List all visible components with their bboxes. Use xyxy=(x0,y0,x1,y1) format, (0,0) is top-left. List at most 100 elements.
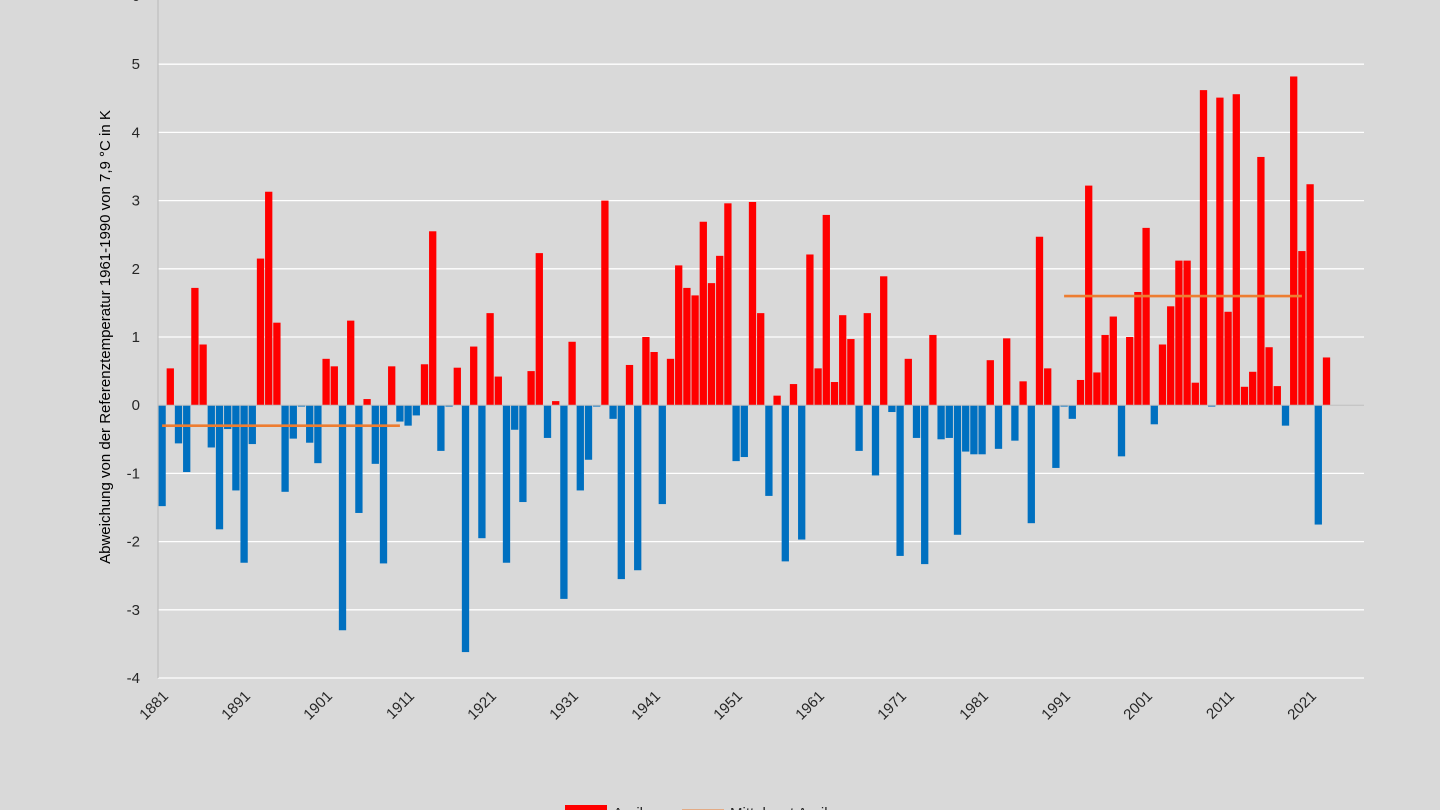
x-tick-label: 1961 xyxy=(792,688,828,724)
bar xyxy=(183,405,191,473)
bar xyxy=(675,265,683,406)
bar xyxy=(355,405,363,513)
bar xyxy=(552,401,560,406)
bar xyxy=(1109,316,1117,406)
bar xyxy=(732,405,740,462)
bar xyxy=(1290,76,1298,406)
bar xyxy=(338,405,347,631)
x-tick-label: 1991 xyxy=(1038,688,1074,724)
bar xyxy=(461,405,470,653)
x-axis: 1881 1891 1901 1911 1921 1931 1941 1951 1961 1971… xyxy=(136,688,1320,724)
bar xyxy=(1273,386,1281,406)
bar xyxy=(839,315,847,406)
bar xyxy=(363,399,371,406)
x-tick-label: 1911 xyxy=(383,688,418,723)
x-tick-label: 1891 xyxy=(218,688,254,724)
bar xyxy=(1175,260,1183,406)
bar xyxy=(707,283,716,406)
bar xyxy=(683,287,691,406)
bar xyxy=(724,203,732,406)
bar xyxy=(371,405,379,464)
bar xyxy=(1117,405,1126,457)
bar xyxy=(789,384,798,406)
y-tick-label: 3 xyxy=(132,193,140,210)
bar xyxy=(158,405,166,507)
bar xyxy=(1183,260,1191,406)
bar xyxy=(757,313,765,406)
bar xyxy=(830,382,839,406)
bar xyxy=(625,364,634,406)
bar xyxy=(404,405,412,426)
bar xyxy=(1076,379,1085,406)
bar xyxy=(822,214,830,406)
bar xyxy=(568,341,576,406)
legend: April Mittelwert April xyxy=(565,805,828,810)
bar xyxy=(798,405,806,540)
bar xyxy=(215,405,224,530)
bar xyxy=(494,376,502,406)
bar xyxy=(1134,291,1142,406)
bar xyxy=(691,295,699,406)
bar xyxy=(1249,371,1257,406)
bar xyxy=(1035,236,1044,406)
y-tick-label: 5 xyxy=(132,56,140,73)
bar xyxy=(847,339,855,406)
bar xyxy=(535,253,543,406)
bar xyxy=(921,405,929,565)
bar xyxy=(543,405,552,438)
bar xyxy=(576,405,584,491)
y-axis-title: Abweichung von der Referenztemperatur 19… xyxy=(97,110,114,564)
bar xyxy=(281,405,289,492)
bar xyxy=(601,200,609,406)
y-axis: -4 -3 -2 -1 0 1 2 3 4 5 6 xyxy=(127,0,140,687)
bar xyxy=(240,405,248,563)
bar xyxy=(232,405,240,491)
y-tick-label: -4 xyxy=(127,670,140,687)
bar xyxy=(453,367,461,406)
bar xyxy=(1150,405,1158,425)
bar xyxy=(806,254,814,406)
bar xyxy=(1224,311,1232,406)
x-tick-label: 1941 xyxy=(628,688,664,724)
bar xyxy=(855,405,863,451)
bar xyxy=(191,287,199,406)
y-tick-label: 6 xyxy=(132,0,140,5)
bar xyxy=(1306,184,1314,406)
bar xyxy=(379,405,388,564)
bar xyxy=(650,352,658,406)
bar xyxy=(265,191,273,406)
legend-swatch-april xyxy=(565,805,607,810)
bar xyxy=(609,405,617,419)
x-tick-label: 2001 xyxy=(1120,688,1156,724)
bar xyxy=(904,358,912,406)
bar xyxy=(347,320,355,406)
bar xyxy=(929,334,937,406)
bar xyxy=(174,405,183,444)
bar xyxy=(617,405,625,580)
bar xyxy=(716,255,724,406)
bar xyxy=(994,405,1003,449)
bar xyxy=(322,358,330,406)
x-tick-label: 1881 xyxy=(136,688,172,724)
bar xyxy=(1232,94,1240,406)
bar xyxy=(256,258,265,406)
bar xyxy=(1093,372,1101,406)
bar xyxy=(937,405,945,440)
bar xyxy=(1322,357,1331,406)
bar xyxy=(437,405,445,451)
bar xyxy=(1199,90,1208,406)
bar xyxy=(330,366,338,406)
legend-label-april: April xyxy=(613,805,643,810)
bar xyxy=(1216,97,1224,406)
mean-lines xyxy=(162,294,1302,427)
bar xyxy=(470,346,478,406)
bar xyxy=(1019,381,1027,406)
bar xyxy=(765,405,773,496)
bar xyxy=(297,405,306,407)
bar xyxy=(429,231,437,406)
bar xyxy=(1068,405,1076,419)
bar xyxy=(1011,405,1019,441)
bar xyxy=(1191,382,1199,406)
bar xyxy=(478,405,486,539)
y-tick-label: 1 xyxy=(132,329,140,346)
